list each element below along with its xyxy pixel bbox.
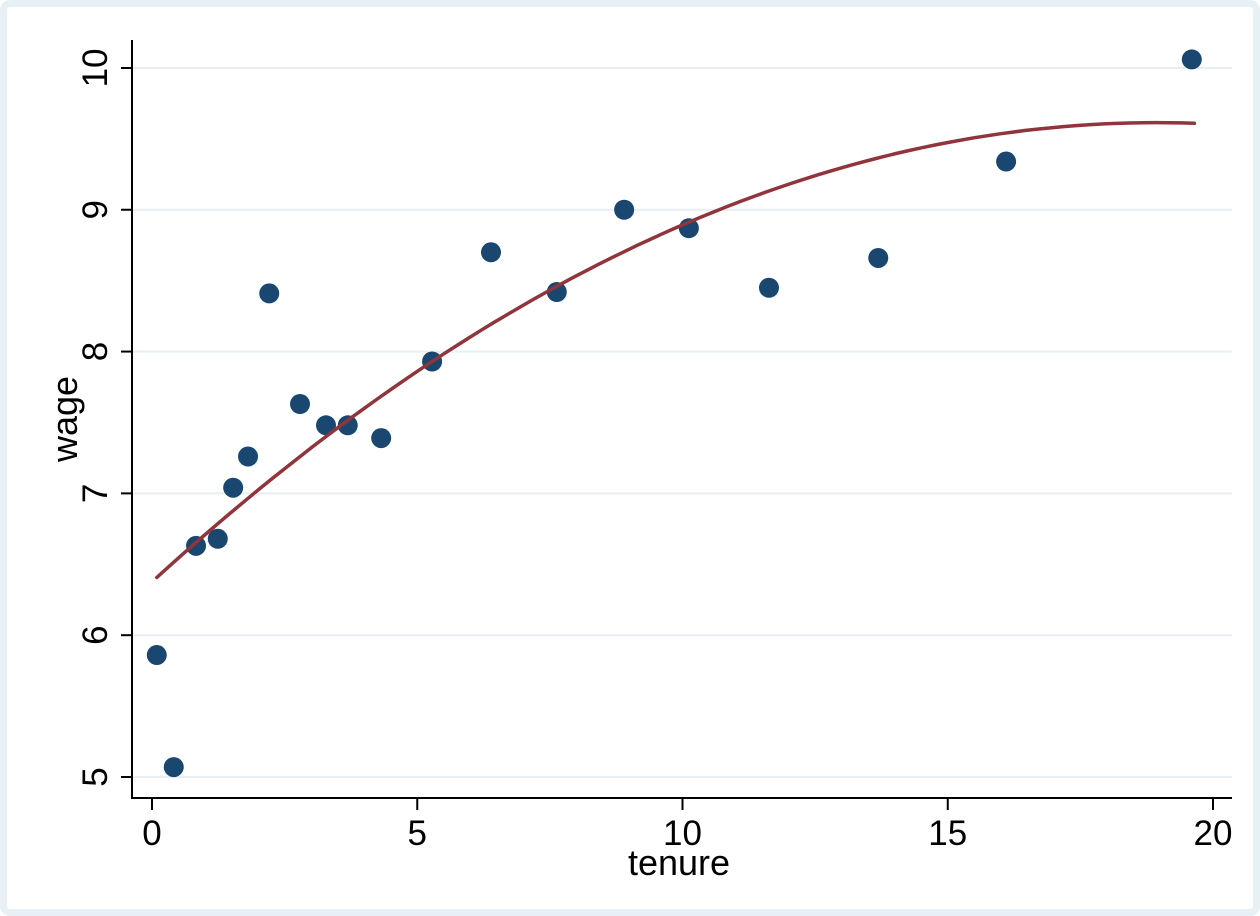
y-tick-label: 8 — [76, 342, 115, 361]
y-tick-label: 10 — [76, 48, 115, 87]
scatter-point — [223, 477, 244, 498]
scatter-point — [996, 151, 1017, 172]
scatter-point — [163, 757, 184, 778]
scatter-point — [480, 242, 501, 263]
scatter-point — [1181, 49, 1202, 70]
x-axis-title: tenure — [627, 842, 731, 883]
scatter-point — [546, 282, 567, 303]
scatter-point — [290, 394, 311, 415]
x-tick-label: 10 — [663, 814, 702, 853]
scatter-point — [316, 415, 337, 436]
scatter-point — [259, 283, 280, 304]
chart-canvas: 5 6 7 8 9 10 0 5 10 15 20 — [76, 40, 1233, 853]
scatter-point — [146, 645, 167, 666]
scatter-point — [614, 199, 635, 220]
y-tick-label: 7 — [76, 484, 115, 503]
scatter-point — [238, 446, 259, 467]
x-tick-label: 5 — [408, 814, 427, 853]
y-tick-label: 9 — [76, 200, 115, 219]
scatter-point — [758, 277, 779, 298]
scatter-point — [868, 247, 889, 268]
y-axis-title: wage — [44, 375, 85, 463]
y-tick-label: 6 — [76, 625, 115, 644]
scatter-point — [371, 428, 392, 449]
y-tick-label: 5 — [76, 767, 115, 786]
x-tick-label: 0 — [142, 814, 161, 853]
scatter-point — [207, 528, 228, 549]
fit-curve — [155, 120, 1197, 580]
scatter-point — [337, 415, 358, 436]
scatter-point — [186, 535, 207, 556]
x-tick-label: 15 — [928, 814, 967, 853]
x-tick-label: 20 — [1194, 814, 1233, 853]
